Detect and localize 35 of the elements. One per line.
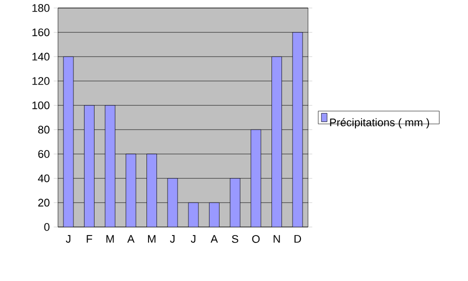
y-tick-label: 180 xyxy=(32,4,50,12)
y-tick-label: 120 xyxy=(32,77,50,85)
x-tick-label: A xyxy=(210,235,218,243)
y-tick-label: 60 xyxy=(38,150,50,158)
y-tick-label: 0 xyxy=(44,223,50,231)
x-tick-label: D xyxy=(294,235,302,243)
bar xyxy=(292,32,303,227)
x-tick-label: M xyxy=(148,235,156,243)
x-tick-label: J xyxy=(170,235,174,243)
y-tick-label: 80 xyxy=(38,126,50,134)
x-tick-label: O xyxy=(252,235,260,243)
y-tick-label: 160 xyxy=(32,28,50,36)
bar xyxy=(146,154,157,227)
bar xyxy=(84,105,94,227)
bar xyxy=(63,56,74,227)
x-tick-label: N xyxy=(274,235,280,243)
x-tick-label: J xyxy=(66,235,70,243)
bar xyxy=(230,178,240,227)
legend-label: Précipitations ( mm ) xyxy=(330,118,430,128)
x-tick-label: S xyxy=(232,235,238,243)
bar xyxy=(250,129,262,227)
x-tick-label: J xyxy=(190,235,196,243)
bar xyxy=(272,56,282,227)
bar xyxy=(167,178,178,227)
y-tick-label: 140 xyxy=(32,52,50,61)
y-tick-label: 20 xyxy=(38,198,50,207)
y-tick-label: 100 xyxy=(32,101,50,110)
y-tick-label: 40 xyxy=(38,174,50,182)
bar xyxy=(126,154,136,227)
bar xyxy=(188,202,199,227)
bar xyxy=(104,105,116,227)
x-tick-label: M xyxy=(106,235,114,243)
x-tick-label: A xyxy=(127,235,135,243)
x-tick-label: F xyxy=(86,235,92,243)
bar xyxy=(209,202,220,227)
